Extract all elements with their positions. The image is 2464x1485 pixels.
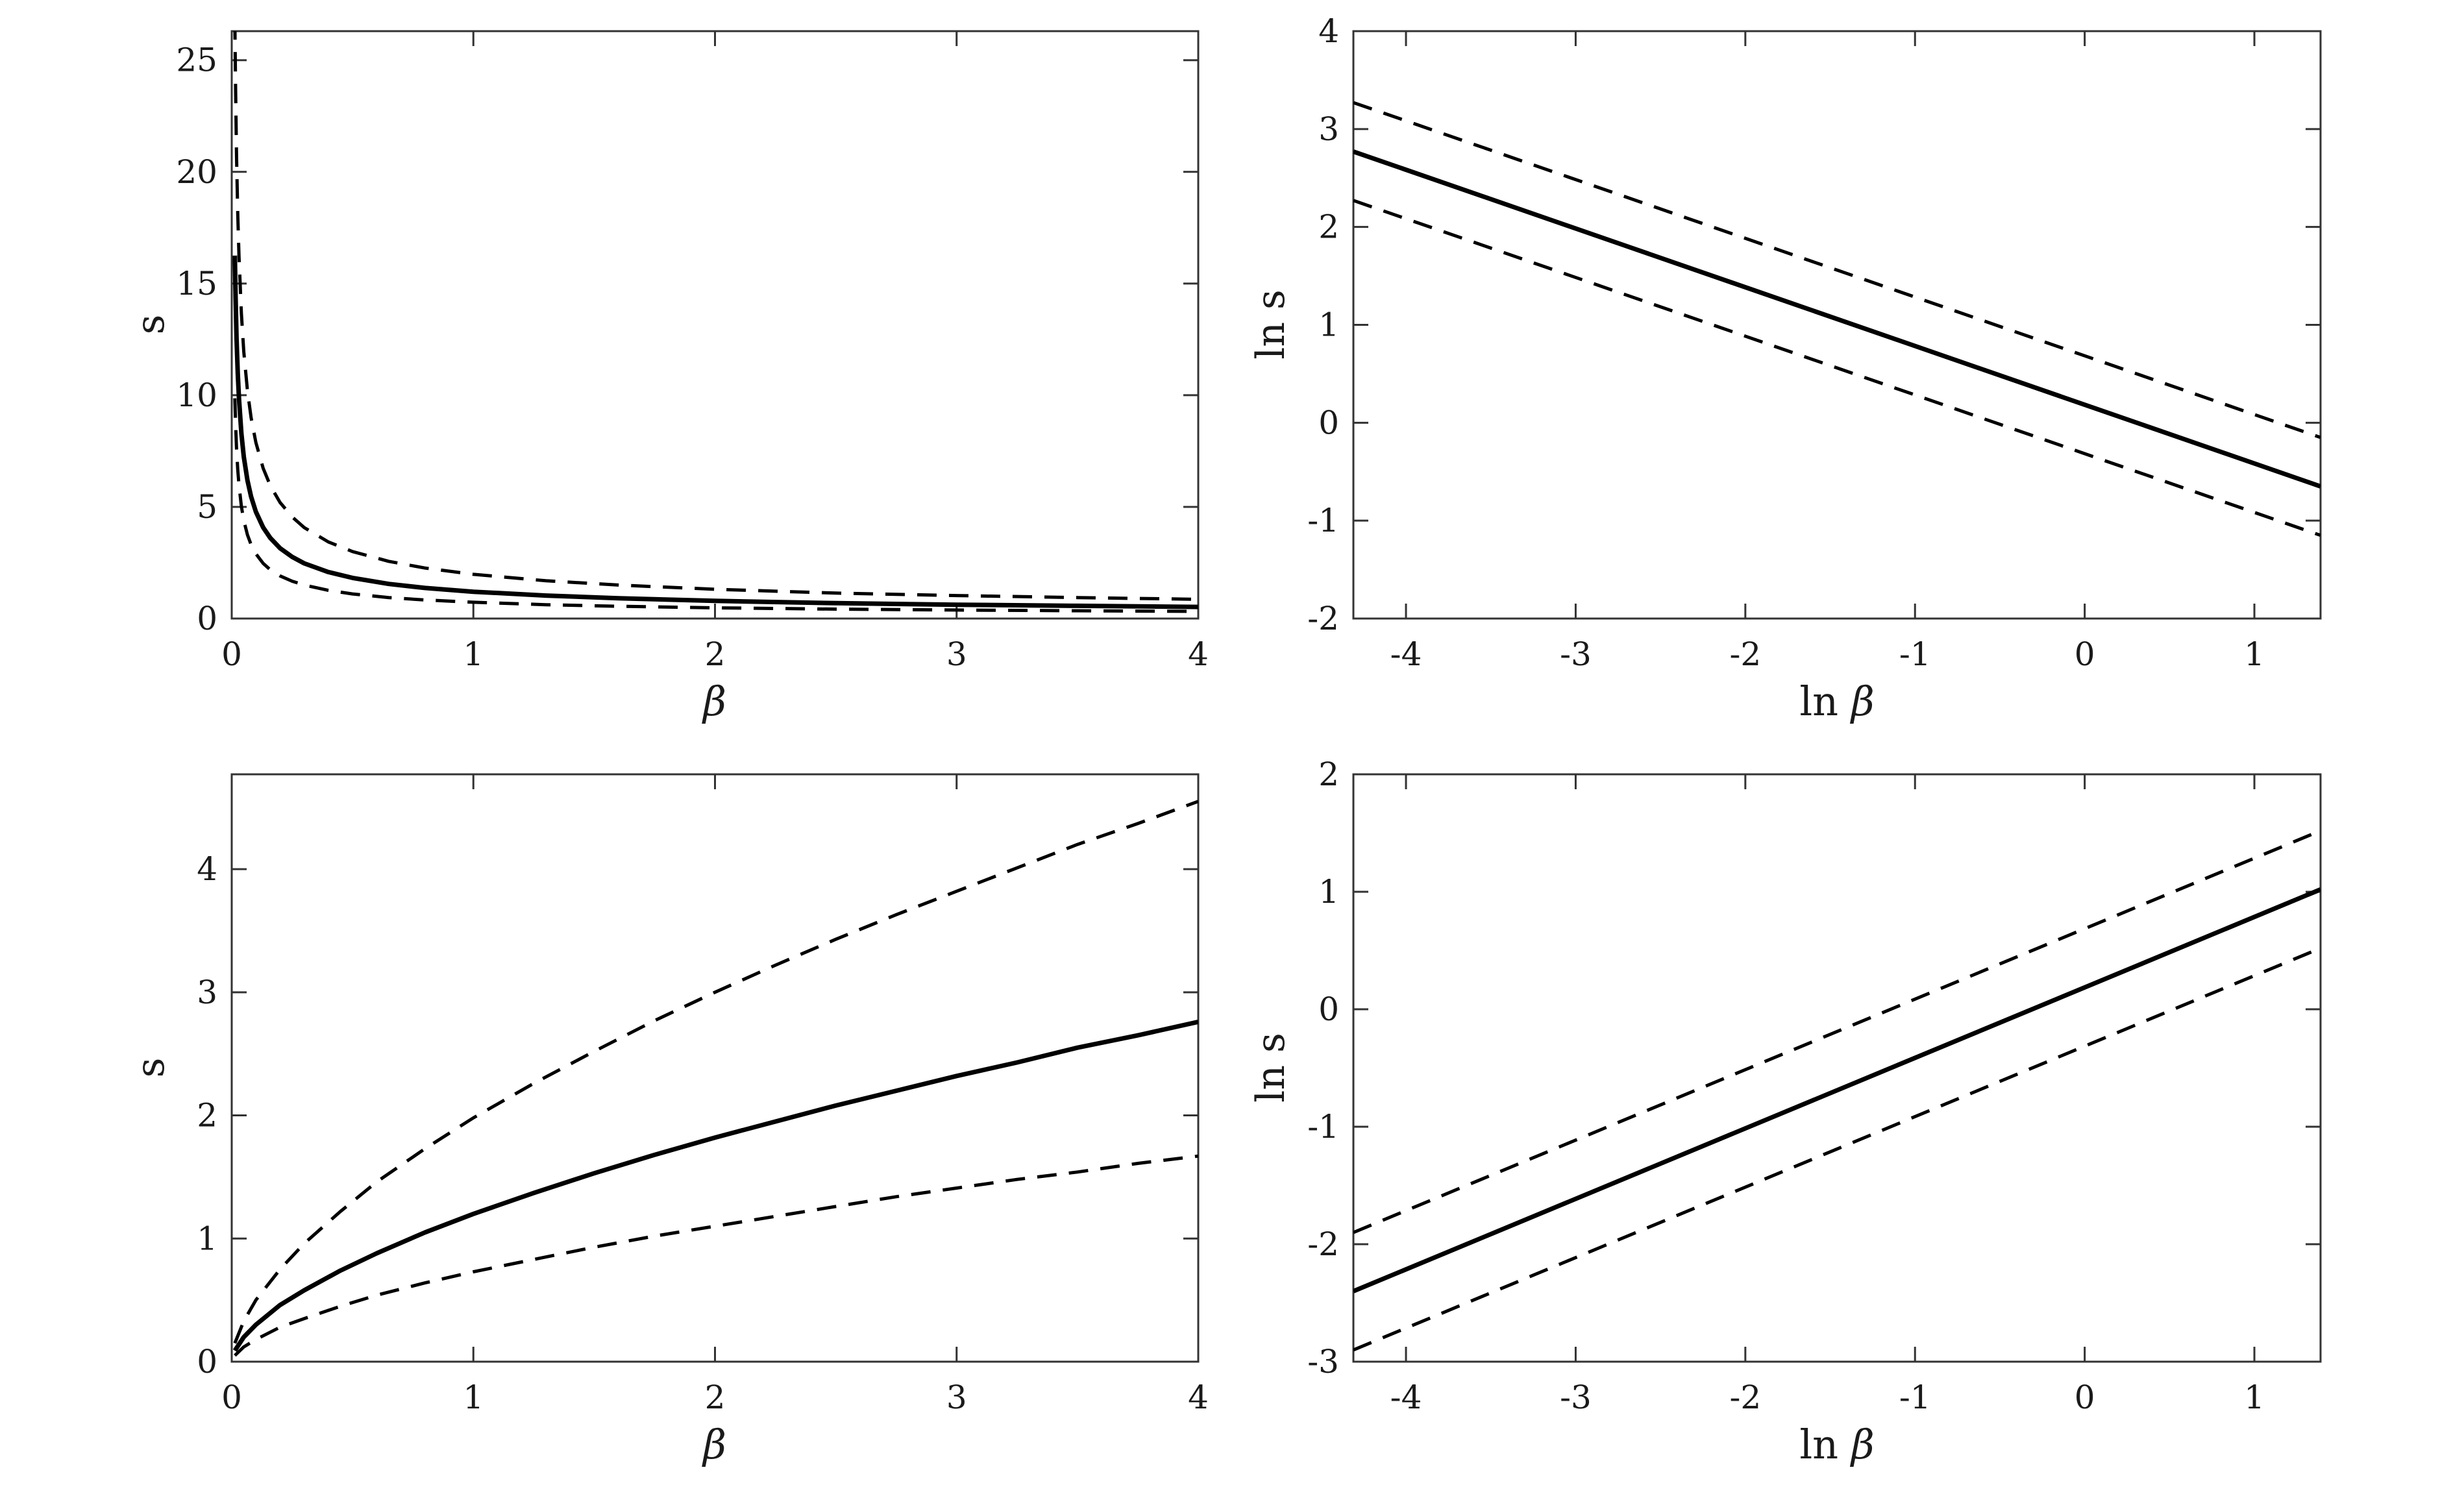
x-tick-label: -4	[1390, 635, 1422, 673]
y-tick-label: 0	[197, 600, 217, 637]
bottom-left-ylabel: s	[128, 1057, 173, 1078]
lower-band-curve	[1353, 946, 2321, 1352]
axes-box	[230, 30, 1200, 620]
x-tick-label: 0	[221, 635, 242, 673]
y-tick-label: 3	[1318, 110, 1339, 148]
x-tick-label: 1	[463, 1379, 484, 1416]
x-tick-label: 2	[705, 1379, 726, 1416]
y-tick-label: 1	[1318, 306, 1339, 344]
x-tick-label: -1	[1899, 635, 1931, 673]
bottom-right-xlabel-symbol: β	[1851, 1421, 1875, 1468]
y-tick-label: 10	[176, 376, 217, 414]
upper-band-curve	[1353, 101, 2321, 439]
x-tick-label: -2	[1729, 635, 1761, 673]
x-tick-label: 1	[2244, 1379, 2265, 1416]
x-tick-label: -1	[1899, 1379, 1931, 1416]
y-tick-label: 0	[1318, 990, 1339, 1028]
top-right-xlabel: ln β	[1799, 681, 1874, 722]
upper-band-curve	[233, 31, 1198, 601]
x-tick-label: 1	[463, 635, 484, 673]
x-tick-label: 2	[705, 635, 726, 673]
y-tick-label: 1	[197, 1220, 217, 1257]
x-tick-label: -4	[1390, 1379, 1422, 1416]
x-tick-label: 4	[1188, 1379, 1209, 1416]
x-tick-label: -3	[1560, 635, 1592, 673]
plot-top-left: 0 1 2 3 4 0 5 10 15 20 25	[176, 30, 1209, 673]
axes-box	[1352, 30, 2322, 620]
top-right-xlabel-prefix: ln	[1799, 678, 1851, 725]
top-right-xlabel-symbol: β	[1851, 678, 1875, 725]
plot-bottom-left: 0 1 2 3 4 0 1 2 3 4	[197, 773, 1209, 1416]
median-curve	[1353, 887, 2321, 1294]
y-tick-label: 15	[176, 265, 217, 302]
plot-bottom-right: -4 -3 -2 -1 0 1 -3 -2 -1 0 1 2	[1307, 755, 2322, 1416]
upper-band-curve	[233, 800, 1198, 1344]
axes-box	[1352, 773, 2322, 1363]
y-tick-label: -2	[1307, 600, 1339, 637]
axes-box	[230, 773, 1200, 1363]
x-tick-label: 3	[946, 635, 967, 673]
y-tick-label: 2	[197, 1097, 217, 1135]
y-tick-label: 4	[197, 850, 217, 888]
x-tick-label: 0	[221, 1379, 242, 1416]
y-tick-label: 4	[1318, 12, 1339, 50]
bottom-right-xlabel-prefix: ln	[1799, 1421, 1851, 1468]
lower-band-curve	[1353, 199, 2321, 537]
y-tick-label: 20	[176, 153, 217, 191]
y-tick-label: 2	[1318, 755, 1339, 793]
median-curve	[232, 1019, 1198, 1352]
x-tick-label: 4	[1188, 635, 1209, 673]
x-tick-label: 3	[946, 1379, 967, 1416]
y-tick-label: -3	[1307, 1343, 1339, 1381]
lower-band-curve	[234, 1154, 1198, 1357]
y-tick-label: 1	[1318, 873, 1339, 911]
top-left-ylabel: s	[128, 314, 173, 335]
y-tick-label: 0	[197, 1343, 217, 1381]
y-tick-label: -2	[1307, 1225, 1339, 1263]
x-tick-label: -3	[1560, 1379, 1592, 1416]
median-curve	[1353, 149, 2321, 489]
y-tick-label: 25	[176, 42, 217, 79]
y-tick-label: 5	[197, 488, 217, 526]
top-left-xlabel: β	[703, 681, 726, 722]
top-right-ylabel: ln s	[1248, 289, 1294, 360]
x-tick-label: -2	[1729, 1379, 1761, 1416]
y-tick-label: -1	[1307, 502, 1339, 539]
bottom-left-xlabel-symbol: β	[703, 1421, 726, 1468]
x-tick-label: 0	[2075, 635, 2095, 673]
y-tick-label: 0	[1318, 404, 1339, 441]
plot-top-right: -4 -3 -2 -1 0 1 -2 -1 0 1 2 3 4	[1307, 12, 2322, 673]
y-tick-label: -1	[1307, 1108, 1339, 1146]
upper-band-curve	[1353, 829, 2321, 1234]
median-curve	[232, 255, 1198, 609]
y-tick-label: 3	[197, 974, 217, 1011]
y-tick-label: 2	[1318, 208, 1339, 246]
bottom-left-xlabel: β	[703, 1425, 726, 1465]
lower-band-curve	[233, 398, 1198, 613]
x-tick-label: 0	[2075, 1379, 2095, 1416]
bottom-right-xlabel: ln β	[1799, 1425, 1874, 1465]
top-left-xlabel-symbol: β	[703, 678, 726, 725]
bottom-right-ylabel: ln s	[1248, 1033, 1294, 1103]
x-tick-label: 1	[2244, 635, 2265, 673]
